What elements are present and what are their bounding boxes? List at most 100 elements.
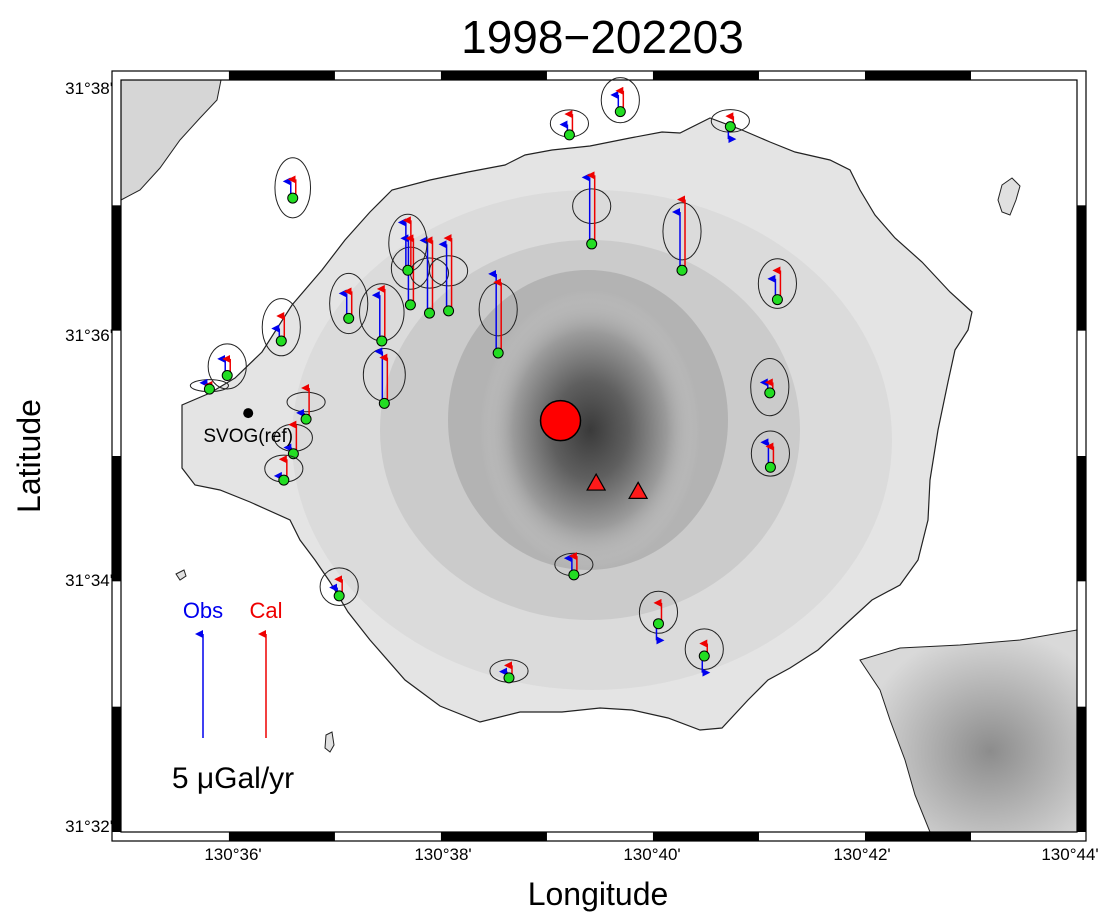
x-tick-label: 130°40' [623,845,680,864]
x-tick-labels: 130°36' 130°38' 130°40' 130°42' 130°44' [204,845,1098,864]
station-marker [404,299,416,311]
station-marker [278,474,290,486]
error-ellipse [710,109,750,133]
station [757,258,797,309]
y-axis-label: Latitude [11,399,47,513]
station [600,77,640,124]
frame-scale-segment [112,205,121,331]
station [549,109,590,141]
station-marker [376,335,388,347]
station [189,378,229,395]
northwest-coast [121,80,222,201]
station [264,454,304,486]
station [319,567,359,607]
station-marker [764,461,776,473]
station-marker [724,121,736,133]
error-ellipse [329,272,369,335]
frame-scale-segment [652,71,759,80]
station-marker [221,370,233,382]
station-marker [771,294,783,306]
frame-scale-segment [864,71,971,80]
station-marker [443,305,455,317]
frame-scale-segment [112,706,121,832]
station [489,659,529,684]
station [554,552,594,581]
error-ellipse [750,430,791,477]
crater-vent-marker [628,481,649,499]
legend-cal-label: Cal [249,598,282,623]
station [662,195,702,276]
station-marker [275,335,287,347]
frame-scale-segment [440,832,547,841]
station [428,234,469,317]
station [710,109,750,144]
islet-northeast [997,177,1021,216]
station [362,347,406,409]
y-tick-label: 31°36' [65,326,113,345]
volcano-peak-shading [480,290,700,570]
station [329,272,369,335]
error-ellipse [600,77,640,124]
error-ellipse [757,258,797,309]
error-ellipse [572,188,612,224]
frame-scale-segment [1077,456,1086,582]
station [750,358,790,417]
frame-scale-segment [228,71,335,80]
station [684,628,724,677]
station-marker [378,397,390,409]
islet-west [175,569,187,581]
station-marker [652,618,664,630]
station-marker [300,413,312,425]
y-tick-label: 31°34' [65,571,113,590]
station-marker [568,569,580,581]
station-marker [333,590,345,602]
data-layer [189,77,797,684]
station [286,383,326,425]
station-marker [402,264,414,276]
x-axis-label: Longitude [528,876,669,912]
error-ellipse [428,255,469,287]
crater-vent-marker [586,472,607,491]
pressure-source-marker [539,399,582,442]
station-marker [764,387,776,399]
error-ellipse [638,590,679,634]
y-tick-label: 31°38' [65,79,113,98]
station-marker [614,106,626,118]
station-marker [503,672,515,684]
frame-scale-segment [228,832,335,841]
x-tick-label: 130°42' [833,845,890,864]
station [638,590,679,645]
station [388,213,428,276]
x-tick-label: 130°44' [1041,845,1098,864]
station [261,298,301,357]
station [207,343,247,390]
station [274,157,312,219]
station-marker [287,192,299,204]
southeast-peninsula [859,629,1077,832]
station-marker [676,264,688,276]
reference-station-label: SVOG(ref) [203,426,293,447]
islet-south [324,731,335,753]
station [750,430,791,477]
legend: Obs Cal 5 μGal/yr [172,598,294,795]
error-ellipse [319,567,359,607]
station-marker [563,129,575,141]
error-ellipse [207,343,247,390]
station-marker [423,307,435,319]
station-marker [203,383,215,395]
frame-scale-segment [652,832,759,841]
station [572,171,612,250]
frame-scale-segment [112,456,121,582]
error-ellipse [274,157,312,219]
station-marker [698,650,710,662]
station-marker [343,312,355,324]
frame-scale-segment [1077,205,1086,331]
frame-scale-segment [440,71,547,80]
reference-station-marker [243,408,254,419]
frame-scale-segment [1077,706,1086,832]
station [359,283,405,347]
legend-obs-label: Obs [183,598,223,623]
y-tick-label: 31°32' [65,817,113,836]
error-ellipse [750,358,790,417]
station [478,269,518,359]
